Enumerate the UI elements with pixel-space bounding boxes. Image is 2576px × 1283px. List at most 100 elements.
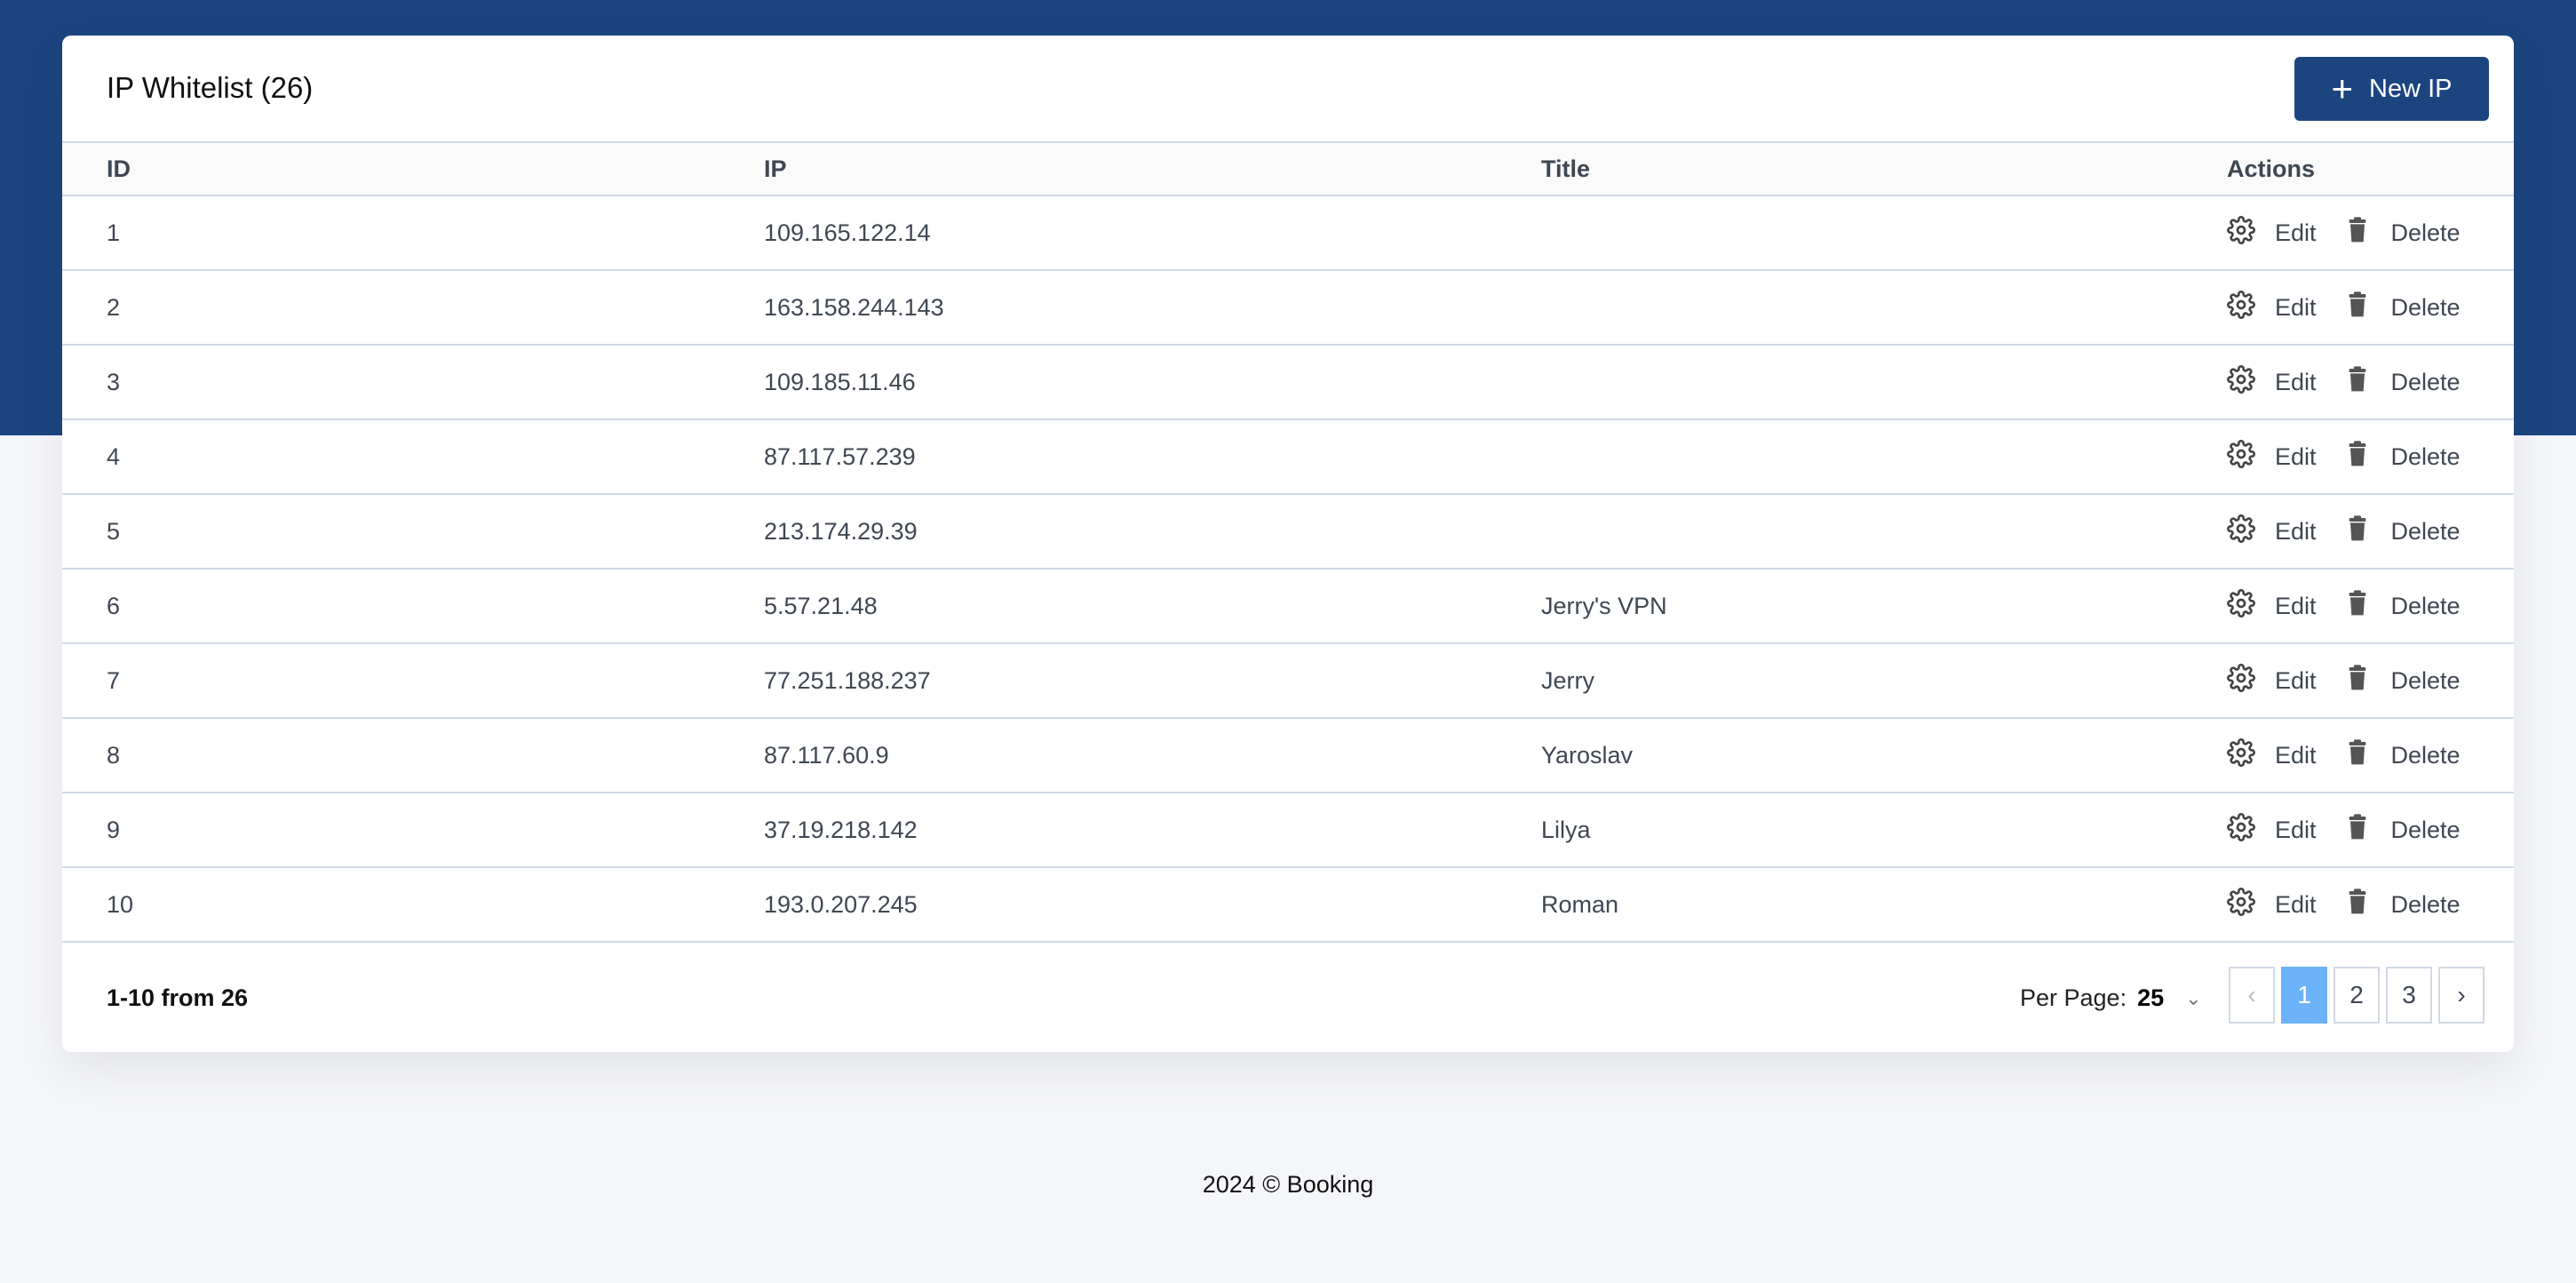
cell-id: 4 (107, 442, 121, 470)
row-actions: Edit Delete (2227, 588, 2514, 624)
cell-ip: 77.251.188.237 (764, 666, 931, 694)
edit-label: Edit (2275, 368, 2317, 395)
gear-icon (2227, 588, 2275, 624)
new-ip-button[interactable]: + New IP (2294, 57, 2489, 121)
trash-icon (2343, 365, 2391, 400)
edit-button[interactable]: Edit (2227, 514, 2317, 549)
cell-id: 9 (107, 816, 121, 843)
delete-button[interactable]: Delete (2343, 514, 2461, 549)
row-actions: Edit Delete (2227, 215, 2514, 251)
edit-button[interactable]: Edit (2227, 215, 2317, 251)
row-actions: Edit Delete (2227, 812, 2514, 848)
row-actions: Edit Delete (2227, 290, 2514, 325)
delete-button[interactable]: Delete (2343, 738, 2461, 773)
cell-ip: 87.117.57.239 (764, 442, 916, 470)
delete-button[interactable]: Delete (2343, 440, 2461, 474)
page-2-button[interactable]: 2 (2334, 967, 2380, 1024)
column-id: ID (107, 155, 131, 182)
table-row: 7 77.251.188.237 Jerry Edit Delete (62, 643, 2514, 718)
cell-title: Yaroslav (1541, 741, 1634, 769)
cell-ip: 87.117.60.9 (764, 741, 889, 769)
cell-title (1541, 419, 2227, 494)
row-actions: Edit Delete (2227, 887, 2514, 922)
delete-button[interactable]: Delete (2343, 291, 2461, 325)
delete-label: Delete (2390, 666, 2461, 694)
edit-label: Edit (2275, 666, 2317, 694)
edit-button[interactable]: Edit (2227, 737, 2317, 773)
edit-label: Edit (2275, 592, 2317, 619)
edit-button[interactable]: Edit (2227, 663, 2317, 698)
gear-icon (2227, 737, 2275, 773)
cell-title: Roman (1541, 890, 1619, 918)
cell-id: 10 (107, 890, 134, 918)
gear-icon (2227, 812, 2275, 848)
page-3-button[interactable]: 3 (2386, 967, 2432, 1024)
new-ip-label: New IP (2369, 74, 2453, 103)
cell-ip: 109.165.122.14 (764, 219, 931, 246)
table-row: 5 213.174.29.39 Edit Delete (62, 494, 2514, 569)
cell-id: 7 (107, 666, 121, 694)
delete-button[interactable]: Delete (2343, 216, 2461, 251)
page-1-button[interactable]: 1 (2281, 967, 2327, 1024)
plus-icon: + (2331, 68, 2354, 109)
next-page-button[interactable]: › (2438, 967, 2485, 1024)
ip-whitelist-card: IP Whitelist (26) + New IP ID IP Title A… (62, 36, 2514, 1052)
delete-button[interactable]: Delete (2343, 365, 2461, 400)
delete-label: Delete (2390, 592, 2461, 619)
edit-button[interactable]: Edit (2227, 887, 2317, 922)
edit-label: Edit (2275, 293, 2317, 321)
delete-button[interactable]: Delete (2343, 888, 2461, 922)
trash-icon (2343, 216, 2391, 251)
table-row: 10 193.0.207.245 Roman Edit Delete (62, 867, 2514, 942)
ip-table: ID IP Title Actions 1 109.165.122.14 Edi… (62, 141, 2514, 943)
edit-button[interactable]: Edit (2227, 588, 2317, 624)
cell-title (1541, 270, 2227, 345)
trash-icon (2343, 589, 2391, 624)
cell-id: 5 (107, 517, 121, 545)
per-page-label: Per Page: (2020, 984, 2127, 1011)
cell-title (1541, 494, 2227, 569)
delete-button[interactable]: Delete (2343, 664, 2461, 698)
page-title: IP Whitelist (26) (107, 71, 314, 104)
cell-ip: 193.0.207.245 (764, 890, 918, 918)
column-title: Title (1541, 155, 1591, 182)
delete-label: Delete (2390, 219, 2461, 246)
cell-title (1541, 345, 2227, 419)
edit-button[interactable]: Edit (2227, 439, 2317, 474)
table-header: ID IP Title Actions (62, 142, 2514, 195)
per-page-select[interactable]: Per Page: 25 ⌄ (2020, 984, 2202, 1012)
table-row: 9 37.19.218.142 Lilya Edit Delete (62, 793, 2514, 867)
cell-id: 8 (107, 741, 121, 769)
column-actions: Actions (2227, 155, 2316, 182)
gear-icon (2227, 215, 2275, 251)
delete-label: Delete (2390, 741, 2461, 769)
edit-label: Edit (2275, 442, 2317, 470)
delete-button[interactable]: Delete (2343, 589, 2461, 624)
edit-label: Edit (2275, 219, 2317, 246)
trash-icon (2343, 514, 2391, 549)
cell-ip: 37.19.218.142 (764, 816, 918, 843)
cell-title: Jerry's VPN (1541, 592, 1667, 619)
cell-id: 3 (107, 368, 121, 395)
delete-label: Delete (2390, 890, 2461, 918)
prev-page-button[interactable]: ‹ (2229, 967, 2275, 1024)
table-footer: 1-10 from 26 Per Page: 25 ⌄ ‹ 1 2 3 › (62, 942, 2514, 1052)
edit-button[interactable]: Edit (2227, 290, 2317, 325)
delete-button[interactable]: Delete (2343, 813, 2461, 848)
delete-label: Delete (2390, 517, 2461, 545)
trash-icon (2343, 664, 2391, 698)
per-page-value: 25 (2137, 984, 2165, 1011)
delete-label: Delete (2390, 368, 2461, 395)
edit-label: Edit (2275, 741, 2317, 769)
trash-icon (2343, 738, 2391, 773)
range-text: 1-10 from 26 (107, 984, 249, 1011)
edit-button[interactable]: Edit (2227, 364, 2317, 400)
cell-ip: 213.174.29.39 (764, 517, 918, 545)
edit-button[interactable]: Edit (2227, 812, 2317, 848)
gear-icon (2227, 439, 2275, 474)
gear-icon (2227, 663, 2275, 698)
table-row: 2 163.158.244.143 Edit Delete (62, 270, 2514, 345)
edit-label: Edit (2275, 890, 2317, 918)
copyright: 2024 © Booking (1202, 1171, 1374, 1198)
trash-icon (2343, 440, 2391, 474)
